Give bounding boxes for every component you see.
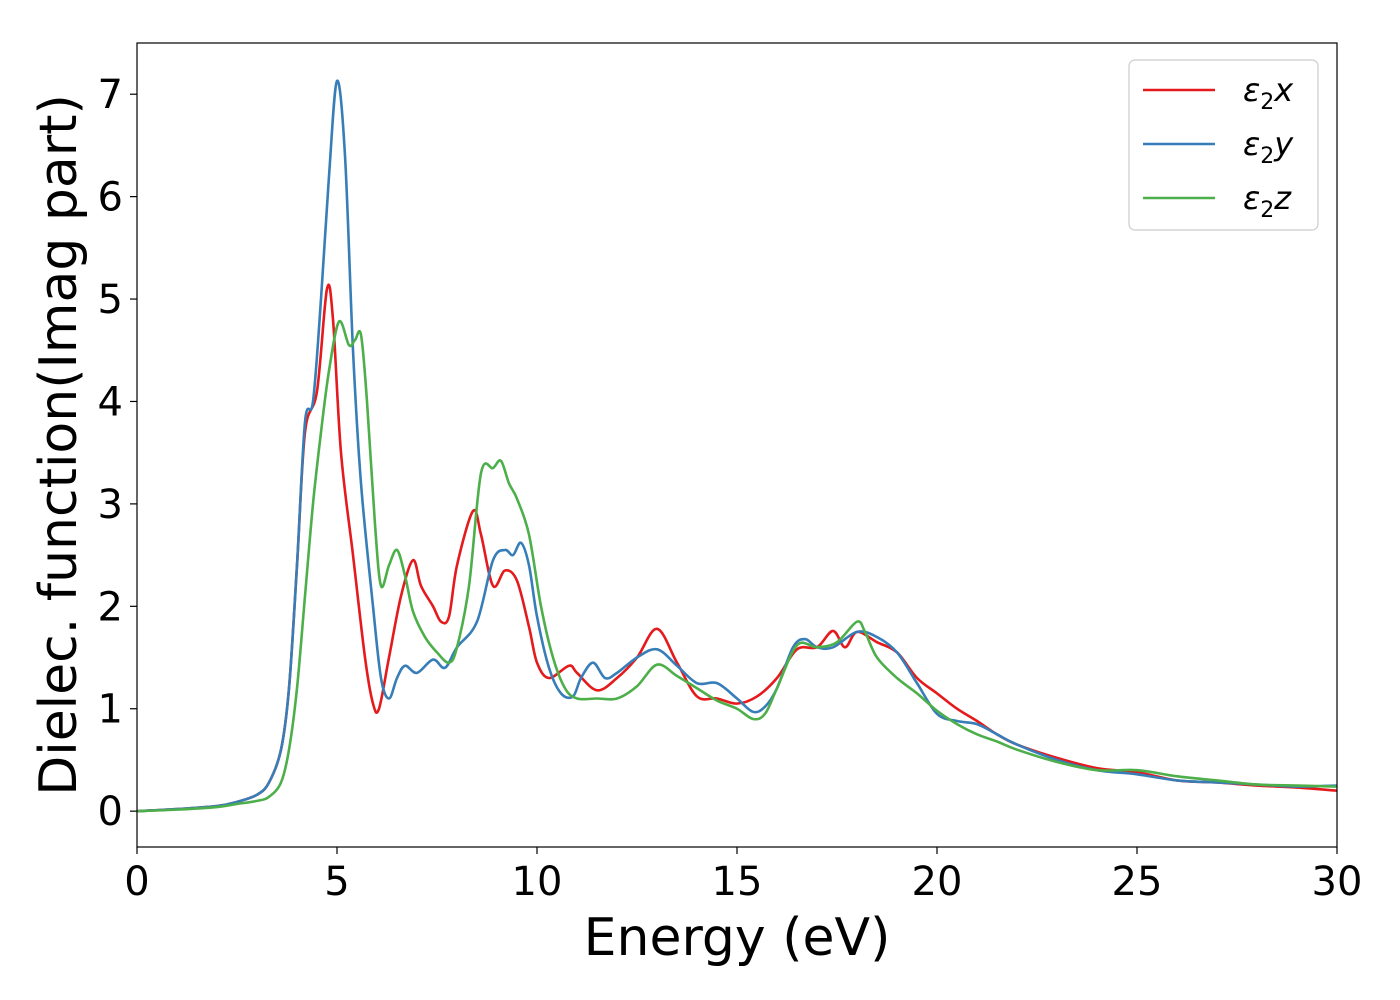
legend: ε2x ε2y ε2z — [1128, 59, 1319, 231]
series-line-y — [137, 79, 1337, 813]
legend-label-y: ε2y — [1243, 125, 1294, 169]
plot-frame — [136, 42, 1338, 848]
x-tick-label: 15 — [712, 859, 763, 905]
x-tick-label: 10 — [512, 859, 563, 905]
y-tick-label: 0 — [98, 789, 123, 835]
y-tick-label: 2 — [98, 584, 123, 630]
y-axis-title: Dielec. function(Imag part) — [29, 94, 89, 796]
x-tick-label: 20 — [912, 859, 963, 905]
x-tick-label: 5 — [324, 859, 349, 905]
y-tick-label: 7 — [98, 72, 123, 118]
y-tick-label: 4 — [98, 379, 123, 425]
y-axis: 0 1 2 3 4 5 6 7 — [98, 72, 137, 835]
y-tick-label: 6 — [98, 175, 123, 221]
x-axis-title: Energy (eV) — [584, 908, 891, 968]
y-tick-label: 5 — [98, 277, 123, 323]
legend-box — [1128, 59, 1319, 231]
x-tick-label: 25 — [1112, 859, 1163, 905]
x-tick-label: 0 — [124, 859, 149, 905]
legend-label-x: ε2x — [1243, 71, 1294, 115]
x-axis: 0 5 10 15 20 25 30 — [124, 847, 1362, 905]
series-layer — [137, 79, 1337, 813]
legend-label-z: ε2z — [1243, 179, 1292, 223]
y-tick-label: 1 — [98, 687, 123, 733]
x-tick-label: 30 — [1312, 859, 1363, 905]
y-tick-label: 3 — [98, 482, 123, 528]
series-line-x — [137, 283, 1337, 813]
series-line-z — [137, 319, 1337, 813]
